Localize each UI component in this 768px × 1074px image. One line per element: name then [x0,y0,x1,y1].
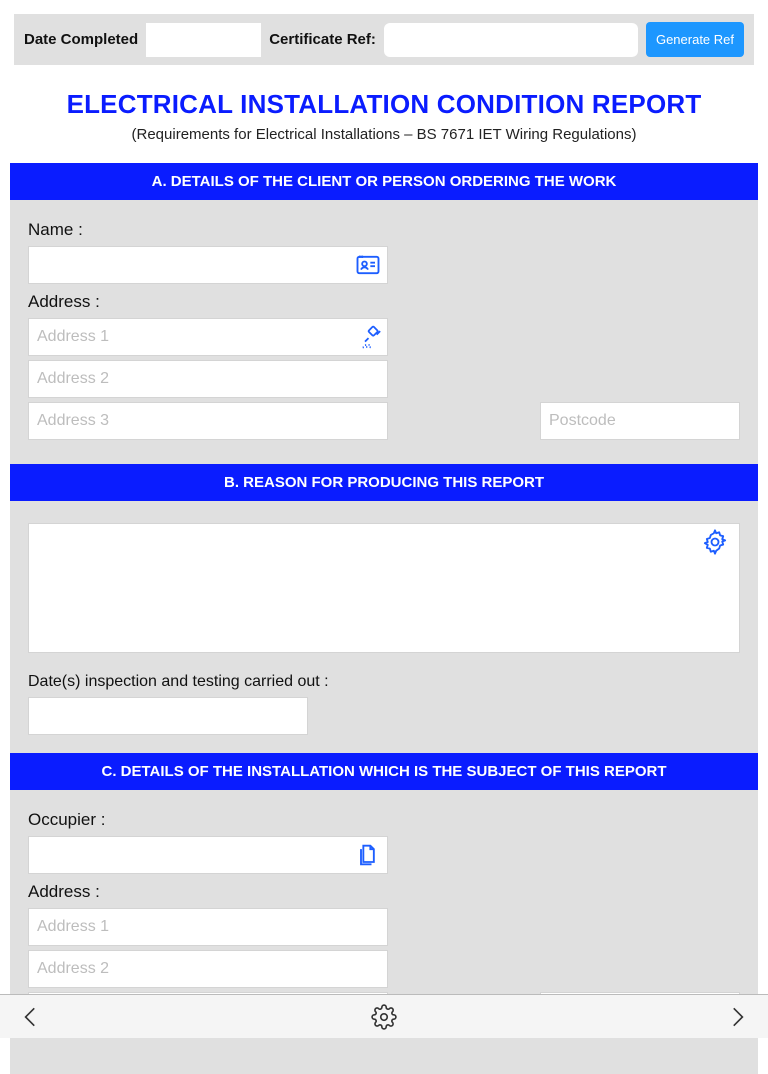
copy-icon[interactable] [354,841,382,869]
report-title: ELECTRICAL INSTALLATION CONDITION REPORT [20,89,748,120]
address1-input-a[interactable] [28,318,388,356]
postcode-input-a[interactable] [540,402,740,440]
section-a-header: A. DETAILS OF THE CLIENT OR PERSON ORDER… [10,163,758,200]
dates-label: Date(s) inspection and testing carried o… [28,673,740,691]
report-subtitle: (Requirements for Electrical Installatio… [20,126,748,143]
back-icon[interactable] [18,1004,44,1030]
date-completed-input[interactable] [146,23,261,57]
section-b-header: B. REASON FOR PRODUCING THIS REPORT [10,464,758,501]
forward-icon[interactable] [724,1004,750,1030]
report-title-block: ELECTRICAL INSTALLATION CONDITION REPORT… [20,89,748,143]
cert-ref-label: Certificate Ref: [269,31,376,48]
name-input[interactable] [28,246,388,284]
section-c-header: C. DETAILS OF THE INSTALLATION WHICH IS … [10,753,758,790]
address-label-c: Address : [28,882,740,902]
dates-input[interactable] [28,697,308,735]
address3-input-a[interactable] [28,402,388,440]
bottom-nav [0,994,768,1038]
reason-textarea[interactable] [29,524,739,652]
contact-card-icon[interactable] [354,251,382,279]
address-label-a: Address : [28,292,740,312]
cert-ref-input[interactable] [384,23,638,57]
section-a: A. DETAILS OF THE CLIENT OR PERSON ORDER… [10,163,758,464]
occupier-label: Occupier : [28,810,740,830]
generate-ref-button[interactable]: Generate Ref [646,22,744,57]
section-b: B. REASON FOR PRODUCING THIS REPORT Date… [10,464,758,753]
top-bar: Date Completed Certificate Ref: Generate… [14,14,754,65]
address2-input-a[interactable] [28,360,388,398]
name-label: Name : [28,220,740,240]
satellite-icon[interactable] [358,323,386,351]
address1-input-c[interactable] [28,908,388,946]
settings-icon[interactable] [371,1004,397,1030]
date-completed-label: Date Completed [24,31,138,48]
address2-input-c[interactable] [28,950,388,988]
gear-icon[interactable] [701,528,729,556]
occupier-input[interactable] [28,836,388,874]
